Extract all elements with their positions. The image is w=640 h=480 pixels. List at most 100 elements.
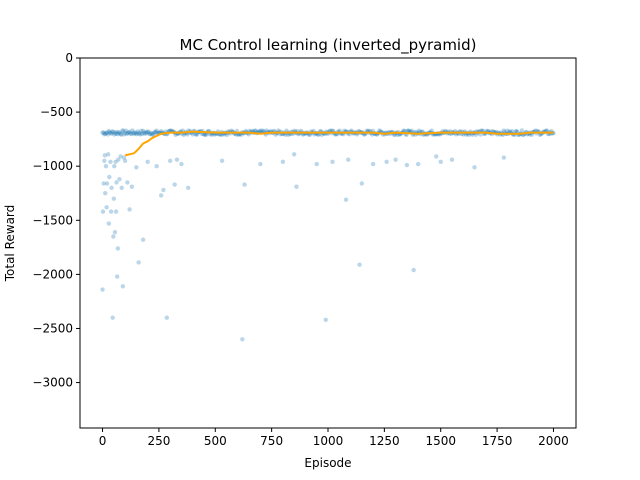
scatter-point bbox=[108, 159, 113, 165]
scatter-point bbox=[370, 161, 376, 167]
scatter-point bbox=[519, 128, 525, 133]
scatter-point bbox=[195, 131, 200, 137]
moving-average-line bbox=[124, 130, 554, 157]
scatter-point bbox=[415, 161, 421, 167]
scatter-point bbox=[472, 165, 477, 170]
scatter-point bbox=[118, 154, 123, 159]
y-tick-label: −2000 bbox=[32, 267, 73, 281]
scatter-point bbox=[145, 159, 150, 165]
scatter-point bbox=[429, 128, 434, 133]
scatter-point bbox=[136, 131, 141, 136]
scatter-point bbox=[509, 128, 515, 134]
x-tick-label: 1000 bbox=[313, 434, 344, 448]
scatter-point bbox=[505, 128, 510, 133]
scatter-point bbox=[406, 128, 412, 134]
scatter-point bbox=[393, 157, 398, 162]
scatter-point bbox=[125, 130, 130, 136]
x-axis-ticks: 0 250 500 750 1000 1250 1500 1750 2000 bbox=[99, 428, 569, 448]
scatter-point bbox=[140, 237, 146, 242]
scatter-point bbox=[132, 130, 138, 135]
scatter-point bbox=[134, 131, 140, 137]
scatter-point bbox=[143, 130, 149, 135]
scatter-point bbox=[258, 128, 263, 134]
scatter-point bbox=[158, 128, 164, 134]
y-tick-label: −3000 bbox=[32, 376, 73, 390]
scatter-point bbox=[343, 197, 349, 202]
scatter-point bbox=[101, 181, 106, 186]
scatter-point bbox=[514, 128, 519, 134]
scatter-point bbox=[104, 205, 109, 210]
scatter-point bbox=[112, 130, 118, 135]
scatter-point bbox=[109, 185, 114, 191]
scatter-point bbox=[112, 163, 117, 169]
scatter-point bbox=[122, 158, 128, 163]
scatter-point bbox=[111, 129, 116, 135]
scatter-point bbox=[181, 132, 186, 137]
scatter-point bbox=[124, 131, 130, 137]
scatter-point bbox=[154, 163, 159, 169]
scatter-point bbox=[142, 131, 148, 136]
scatter-point bbox=[103, 191, 108, 196]
scatter-point bbox=[115, 246, 121, 251]
scatter-point bbox=[121, 132, 127, 137]
y-axis-label: Total Reward bbox=[3, 205, 17, 283]
scatter-point bbox=[280, 159, 286, 165]
scatter-point bbox=[121, 128, 126, 133]
scatter-point bbox=[141, 130, 147, 135]
scatter-point bbox=[185, 132, 190, 137]
scatter-point bbox=[106, 128, 112, 134]
scatter-point bbox=[126, 130, 131, 135]
scatter-point bbox=[139, 128, 144, 133]
scatter-point bbox=[131, 130, 136, 136]
scatter-point bbox=[242, 182, 247, 187]
scatter-point bbox=[120, 128, 125, 133]
scatter-point bbox=[137, 131, 142, 136]
scatter-point bbox=[359, 181, 365, 186]
scatter-point bbox=[377, 128, 382, 133]
scatter-point bbox=[148, 131, 153, 137]
x-tick-label: 0 bbox=[99, 434, 107, 448]
scatter-point bbox=[119, 185, 124, 191]
scatter-point bbox=[294, 184, 299, 189]
scatter-point bbox=[109, 131, 114, 136]
scatter-point bbox=[103, 163, 109, 169]
scatter-point bbox=[102, 158, 107, 163]
scatter-point bbox=[108, 130, 113, 136]
scatter-point bbox=[103, 130, 109, 136]
scatter-point bbox=[218, 132, 223, 138]
scatter-point bbox=[115, 131, 121, 137]
scatter-point bbox=[259, 128, 265, 133]
y-tick-label: −500 bbox=[40, 105, 73, 119]
scatter-point bbox=[112, 132, 117, 137]
scatter-point bbox=[140, 128, 146, 134]
scatter-point bbox=[116, 157, 121, 162]
scatter-point bbox=[153, 129, 158, 135]
y-tick-label: 0 bbox=[65, 51, 73, 65]
moving-average-path bbox=[124, 130, 554, 157]
scatter-point bbox=[146, 129, 151, 135]
scatter-point bbox=[149, 130, 154, 136]
scatter-point bbox=[164, 315, 169, 320]
scatter-point bbox=[438, 159, 443, 165]
scatter-point bbox=[203, 132, 208, 137]
scatter-point bbox=[406, 128, 411, 133]
scatter-point bbox=[409, 128, 415, 134]
scatter-point bbox=[202, 132, 207, 137]
scatter-point bbox=[147, 132, 152, 137]
scatter-point bbox=[190, 132, 195, 137]
scatter-point bbox=[117, 176, 122, 182]
scatter-point bbox=[449, 157, 455, 162]
scatter-point bbox=[130, 128, 135, 133]
scatter-point bbox=[129, 184, 135, 189]
scatter-point bbox=[161, 187, 166, 193]
scatter-point bbox=[158, 193, 164, 198]
scatter-point bbox=[150, 132, 156, 137]
scatter-point bbox=[114, 129, 120, 135]
scatter-point bbox=[404, 162, 410, 168]
scatter-point bbox=[100, 209, 106, 214]
scatter-point bbox=[116, 130, 121, 135]
scatter-point bbox=[384, 159, 389, 165]
scatter-point bbox=[224, 132, 230, 137]
